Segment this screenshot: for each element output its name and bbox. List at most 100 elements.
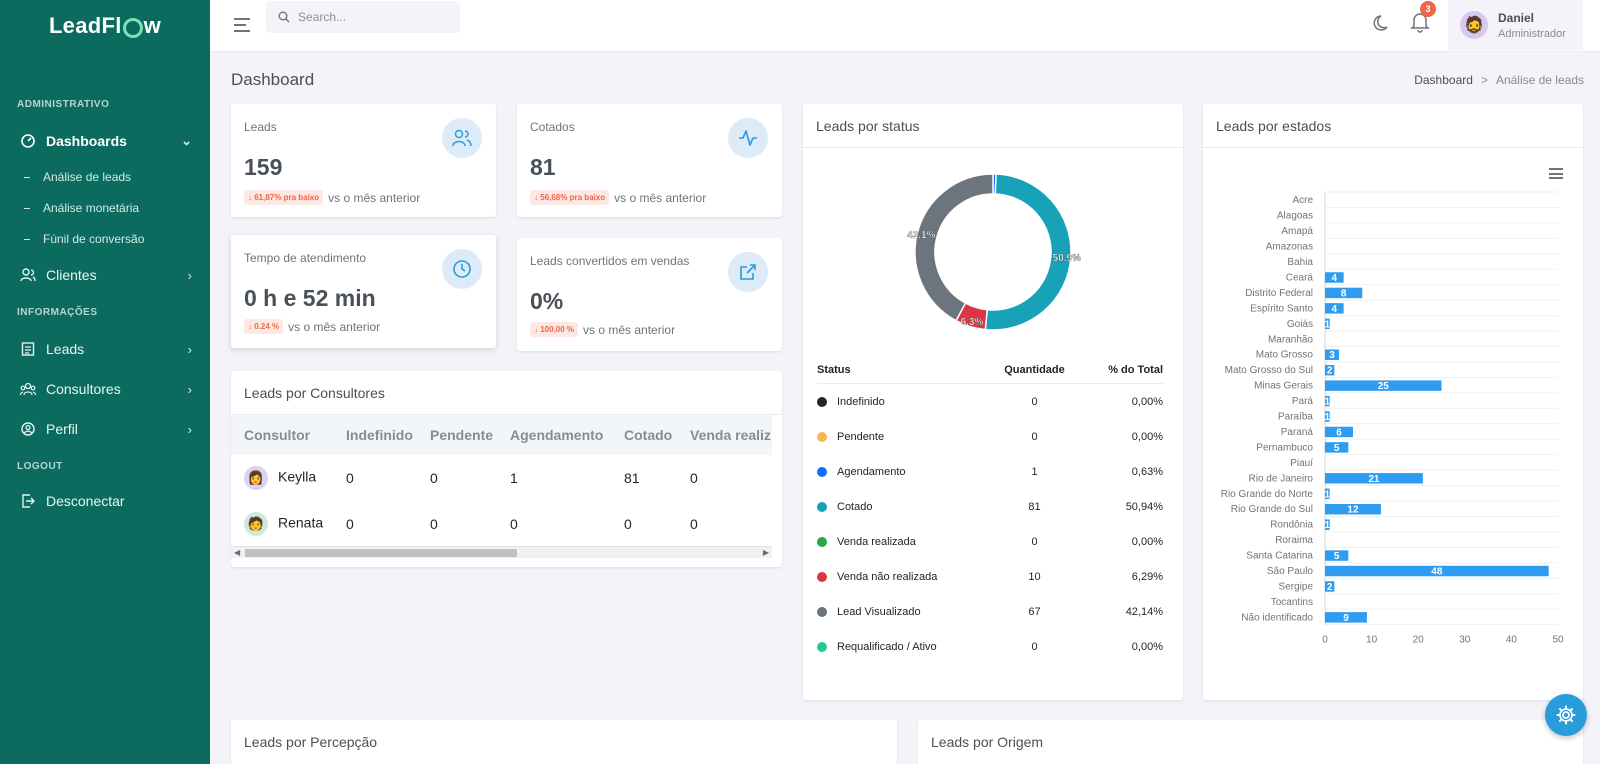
- scroll-left-icon[interactable]: ◀: [234, 548, 241, 557]
- activity-icon: [728, 118, 768, 158]
- bar[interactable]: [1325, 442, 1349, 453]
- stat-card-leads: Leads 159 ↓ 61,87% pra baixo vs o mês ant…: [231, 104, 496, 217]
- chevron-right-icon: ›: [187, 341, 192, 357]
- dashboard-icon: [20, 133, 36, 149]
- bar-data-label: 1: [1325, 520, 1331, 531]
- bar[interactable]: [1325, 411, 1330, 422]
- bar[interactable]: [1325, 473, 1423, 484]
- category-label: Rio Grande do Sul: [1231, 504, 1313, 515]
- sidebar-sub-analise-monetaria[interactable]: Análise monetária: [0, 197, 210, 219]
- breadcrumb-home[interactable]: Dashboard: [1414, 73, 1473, 87]
- table-header[interactable]: Cotado: [624, 427, 673, 443]
- topbar: 3 🧔 Daniel Administrador: [210, 0, 1600, 52]
- category-label: Pernambuco: [1256, 442, 1313, 453]
- bar-data-label: 2: [1327, 582, 1333, 593]
- bar[interactable]: [1325, 287, 1363, 299]
- user-menu[interactable]: 🧔 Daniel Administrador: [1448, 0, 1583, 50]
- search-input[interactable]: [298, 10, 448, 24]
- status-donut-chart: 50.9% 6.3% 42.1%: [907, 173, 1081, 331]
- user-role: Administrador: [1498, 27, 1566, 40]
- bar[interactable]: [1325, 504, 1381, 515]
- app-logo[interactable]: LeadFl w: [0, 0, 210, 52]
- table-header[interactable]: Agendamento: [510, 427, 604, 443]
- bar[interactable]: [1325, 364, 1335, 376]
- horizontal-scrollbar[interactable]: ◀ ▶: [231, 546, 772, 558]
- bar-data-label: 8: [1341, 288, 1347, 299]
- bar[interactable]: [1325, 581, 1335, 592]
- table-cell: 81: [624, 470, 640, 486]
- table-header[interactable]: Consultor: [244, 427, 311, 443]
- table-header[interactable]: Pendente: [430, 427, 494, 443]
- donut-slice[interactable]: [914, 173, 994, 322]
- bar[interactable]: [1325, 349, 1339, 360]
- table-header[interactable]: Indefinido: [346, 427, 413, 443]
- sidebar-item-desconectar[interactable]: Desconectar: [0, 486, 210, 516]
- scroll-right-icon[interactable]: ▶: [762, 548, 769, 557]
- status-quantity: 10: [1028, 570, 1041, 583]
- status-quantity: 1: [1031, 465, 1038, 478]
- bar-data-label: 2: [1327, 366, 1333, 377]
- stat-value: 81: [530, 154, 556, 180]
- category-label: Tocantins: [1271, 597, 1313, 608]
- breadcrumb-separator: >: [1480, 73, 1488, 87]
- stat-compare: vs o mês anterior: [583, 322, 676, 337]
- x-tick-label: 30: [1459, 635, 1471, 646]
- x-tick-label: 20: [1413, 635, 1425, 646]
- card-title: Leads por Consultores: [231, 371, 782, 415]
- category-label: Sergipe: [1279, 581, 1314, 592]
- bar-data-label: 1: [1325, 489, 1331, 500]
- table-cell: 0: [346, 516, 354, 532]
- sidebar-sub-funil-conversao[interactable]: Fúnil de conversão: [0, 228, 210, 250]
- sidebar-item-leads[interactable]: Leads ›: [0, 334, 210, 364]
- settings-gear-button[interactable]: [1545, 694, 1587, 736]
- bar[interactable]: [1325, 395, 1330, 407]
- bar[interactable]: [1325, 380, 1442, 391]
- card-title: Leads por Percepção: [244, 734, 378, 750]
- menu-toggle-icon[interactable]: [234, 18, 250, 32]
- category-label: Santa Catarina: [1246, 551, 1313, 562]
- table-header[interactable]: Venda realiz: [690, 427, 771, 443]
- table-row: Cotado 81 50,94%: [817, 489, 1163, 524]
- status-percent: 0,63%: [1131, 465, 1163, 478]
- sidebar-item-consultores[interactable]: Consultores ›: [0, 374, 210, 404]
- profile-icon: [20, 421, 36, 437]
- search-box[interactable]: [266, 1, 460, 33]
- bar[interactable]: [1325, 612, 1367, 623]
- bar[interactable]: [1325, 318, 1330, 330]
- category-label: Goiás: [1287, 319, 1313, 330]
- bar[interactable]: [1325, 550, 1349, 561]
- x-tick-label: 50: [1552, 635, 1564, 646]
- team-icon: [20, 381, 36, 397]
- bar[interactable]: [1325, 488, 1330, 499]
- scrollbar-thumb[interactable]: [245, 549, 517, 557]
- bar[interactable]: [1325, 519, 1330, 530]
- bar[interactable]: [1325, 272, 1344, 283]
- category-label: Ceará: [1286, 272, 1314, 283]
- sidebar-item-clientes[interactable]: Clientes ›: [0, 260, 210, 290]
- bar[interactable]: [1325, 565, 1549, 577]
- table-header-row: Status Quantidade % do Total: [817, 356, 1163, 384]
- bar-data-label: 6: [1336, 427, 1342, 438]
- breadcrumb-current: Análise de leads: [1495, 73, 1584, 87]
- stat-compare: vs o mês anterior: [328, 190, 421, 205]
- dark-mode-toggle-icon[interactable]: [1372, 12, 1392, 32]
- sidebar-item-label: Leads: [46, 341, 85, 357]
- donut-slice[interactable]: [984, 173, 1072, 331]
- trend-down-badge: ↓ 61,87% pra baixo: [244, 190, 324, 205]
- sidebar-sub-analise-leads[interactable]: Análise de leads: [0, 166, 210, 188]
- bar-data-label: 1: [1325, 319, 1331, 330]
- table-row: Venda não realizada 10 6,29%: [817, 559, 1163, 594]
- category-label: Paraná: [1281, 427, 1314, 438]
- table-row: 🧑 Renata 0 0 0 0 0: [231, 501, 772, 547]
- status-percent: 0,00%: [1131, 535, 1163, 548]
- document-icon: [20, 341, 36, 357]
- status-label: Venda realizada: [837, 535, 916, 548]
- table-header: Status: [817, 363, 851, 376]
- sidebar-item-dashboards[interactable]: Dashboards ⌄: [0, 126, 210, 156]
- category-label: Amazonas: [1266, 242, 1313, 253]
- sidebar-item-perfil[interactable]: Perfil ›: [0, 414, 210, 444]
- bar[interactable]: [1325, 426, 1353, 438]
- category-label: Espírito Santo: [1250, 303, 1313, 314]
- chart-menu-icon[interactable]: [1549, 168, 1563, 179]
- bar[interactable]: [1325, 303, 1344, 314]
